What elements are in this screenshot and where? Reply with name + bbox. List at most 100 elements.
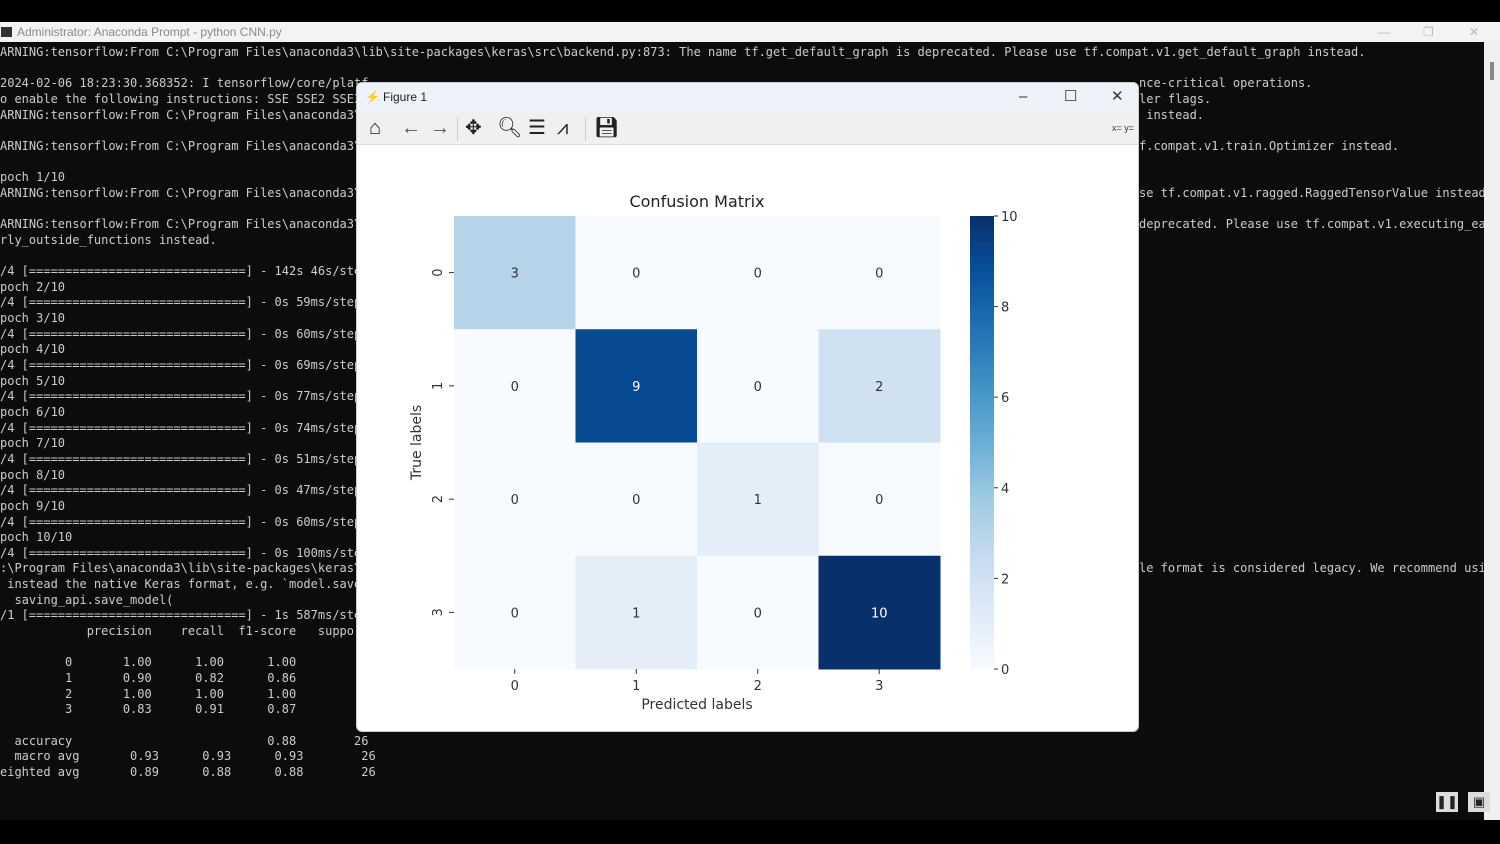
cell-value: 0 <box>632 267 640 282</box>
heatmap-cell <box>697 555 819 670</box>
terminal-line: poch 3/10 <box>0 311 66 326</box>
home-icon[interactable]: ⌂ <box>369 117 382 139</box>
x-tick-label: 2 <box>754 679 762 694</box>
cell-value: 0 <box>511 380 519 395</box>
terminal-icon <box>1 27 12 37</box>
heatmap-cell <box>575 442 698 557</box>
cell-value: 1 <box>754 493 762 508</box>
terminal-line: ARNING:tensorflow:From C:\Program Files\… <box>0 45 1366 59</box>
configure-subplots-icon[interactable]: ☰ <box>528 117 546 139</box>
cell-value: 1 <box>632 606 640 621</box>
colorbar-tick-label: 0 <box>1001 663 1009 678</box>
terminal-line: poch 2/10 <box>0 279 66 294</box>
terminal-line: /4 [==============================] - 0s… <box>0 545 362 560</box>
terminal-scrollbar[interactable] <box>1484 42 1500 820</box>
terminal-line: ARNING:tensorflow:From C:\Program Files\… <box>0 217 362 232</box>
cell-value: 0 <box>875 493 883 508</box>
terminal-line: macro avg 0.93 0.93 0.93 26 <box>0 749 376 764</box>
terminal-line: nce-critical operations. <box>1139 76 1313 91</box>
heatmap-cell <box>818 442 941 557</box>
terminal-line: f.compat.v1.train.Optimizer instead. <box>1139 138 1400 153</box>
colorbar <box>970 216 994 669</box>
screen-bottom-bar <box>0 820 1500 844</box>
terminal-title: Administrator: Anaconda Prompt - python … <box>17 25 282 39</box>
colorbar-tick-label: 2 <box>1001 572 1009 587</box>
terminal-line: ARNING:tensorflow:From C:\Program Files\… <box>0 107 362 122</box>
scrollbar-thumb[interactable] <box>1490 62 1494 80</box>
terminal-line: /4 [==============================] - 0s… <box>0 295 362 310</box>
figure-title-bar: ⚡ Figure 1 – ☐ ✕ <box>357 83 1138 111</box>
screen-icon[interactable]: ▣ <box>1468 792 1490 812</box>
cell-value: 0 <box>754 267 762 282</box>
cell-value: 0 <box>632 493 640 508</box>
close-button[interactable]: ✕ <box>1469 25 1480 39</box>
terminal-line: deprecated. Please use tf.compat.v1.exec… <box>1139 217 1494 232</box>
x-tick-label: 3 <box>875 679 883 694</box>
x-tick-label: 1 <box>632 679 640 694</box>
y-tick-label: 1 <box>431 382 446 390</box>
heatmap-cell <box>454 555 576 670</box>
x-tick-label: 0 <box>511 679 519 694</box>
heatmap-cell <box>454 329 576 443</box>
pause-icon[interactable]: ❚❚ <box>1436 792 1458 812</box>
figure-close-button[interactable]: ✕ <box>1111 88 1124 105</box>
terminal-line: poch 7/10 <box>0 436 66 451</box>
heatmap-cell <box>818 216 941 330</box>
terminal-line: accuracy 0.88 26 <box>0 733 369 748</box>
colorbar-tick-label: 8 <box>1001 301 1009 316</box>
terminal-line: /4 [==============================] - 0s… <box>0 358 362 372</box>
save-icon[interactable]: 💾︎ <box>594 117 620 139</box>
heatmap-cell <box>575 216 698 330</box>
terminal-line: 2024-02-06 18:23:30.368352: I tensorflow… <box>0 76 369 91</box>
cell-value: 10 <box>871 606 888 621</box>
pan-icon[interactable]: ✥ <box>465 117 482 139</box>
minimize-button[interactable]: — <box>1378 25 1390 39</box>
cell-value: 0 <box>511 606 519 621</box>
figure-minimize-button[interactable]: – <box>1019 88 1028 105</box>
figure-maximize-button[interactable]: ☐ <box>1064 88 1078 105</box>
forward-icon[interactable]: → <box>430 117 450 139</box>
terminal-line: rly_outside_functions instead. <box>0 232 217 247</box>
cell-value: 0 <box>511 493 519 508</box>
cell-value: 0 <box>875 267 883 282</box>
terminal-line: poch 8/10 <box>0 467 66 482</box>
heatmap-cell <box>575 329 698 443</box>
colorbar-tick-label: 6 <box>1001 391 1009 406</box>
screen-top-bar <box>0 0 1500 22</box>
terminal-line: eighted avg 0.89 0.88 0.88 26 <box>0 764 376 779</box>
terminal-line: 0 1.00 1.00 1.00 <box>0 655 297 670</box>
terminal-line: /4 [==============================] - 0s… <box>0 389 362 404</box>
heatmap-cell <box>818 555 941 670</box>
terminal-line: poch 6/10 <box>0 404 66 419</box>
figure-window: ⚡ Figure 1 – ☐ ✕ ⌂ ← → ✥ 🔍︎ ☰ ⩘ 💾︎ x= y=… <box>356 82 1139 732</box>
heatmap-cell <box>697 216 819 330</box>
terminal-line: instead the native Keras format, e.g. `m… <box>0 577 362 592</box>
terminal-line: /4 [==============================] - 0s… <box>0 451 362 466</box>
terminal-line: 2 1.00 1.00 1.00 <box>0 686 297 701</box>
zoom-icon[interactable]: 🔍︎ <box>497 117 523 139</box>
matplotlib-icon: ⚡ <box>365 90 380 104</box>
terminal-line: /4 [==============================] - 0s… <box>0 420 362 435</box>
toolbar-separator <box>585 117 586 141</box>
terminal-line: poch 4/10 <box>0 342 66 357</box>
heatmap-cell <box>575 555 698 670</box>
back-icon[interactable]: ← <box>401 117 421 139</box>
cell-value: 9 <box>632 380 640 395</box>
terminal-line: o enable the following instructions: SSE… <box>0 91 362 106</box>
cell-value: 2 <box>875 380 883 395</box>
edit-axis-icon[interactable]: ⩘ <box>557 117 569 139</box>
cell-value: 0 <box>754 606 762 621</box>
terminal-line: /4 [==============================] - 0s… <box>0 514 362 529</box>
colorbar-tick-label: 10 <box>1001 210 1018 225</box>
terminal-line: poch 5/10 <box>0 373 66 388</box>
colorbar-tick-label: 4 <box>1001 482 1009 497</box>
terminal-line: ARNING:tensorflow:From C:\Program Files\… <box>0 138 362 153</box>
terminal-line: /4 [==============================] - 0s… <box>0 326 362 341</box>
y-tick-label: 0 <box>431 268 446 276</box>
y-tick-label: 2 <box>431 495 446 503</box>
terminal-line: ler flags. <box>1139 91 1212 106</box>
y-axis-label: True labels <box>409 405 425 481</box>
terminal-line: /1 [==============================] - 1s… <box>0 608 362 623</box>
restore-button[interactable]: ❐ <box>1423 25 1434 39</box>
